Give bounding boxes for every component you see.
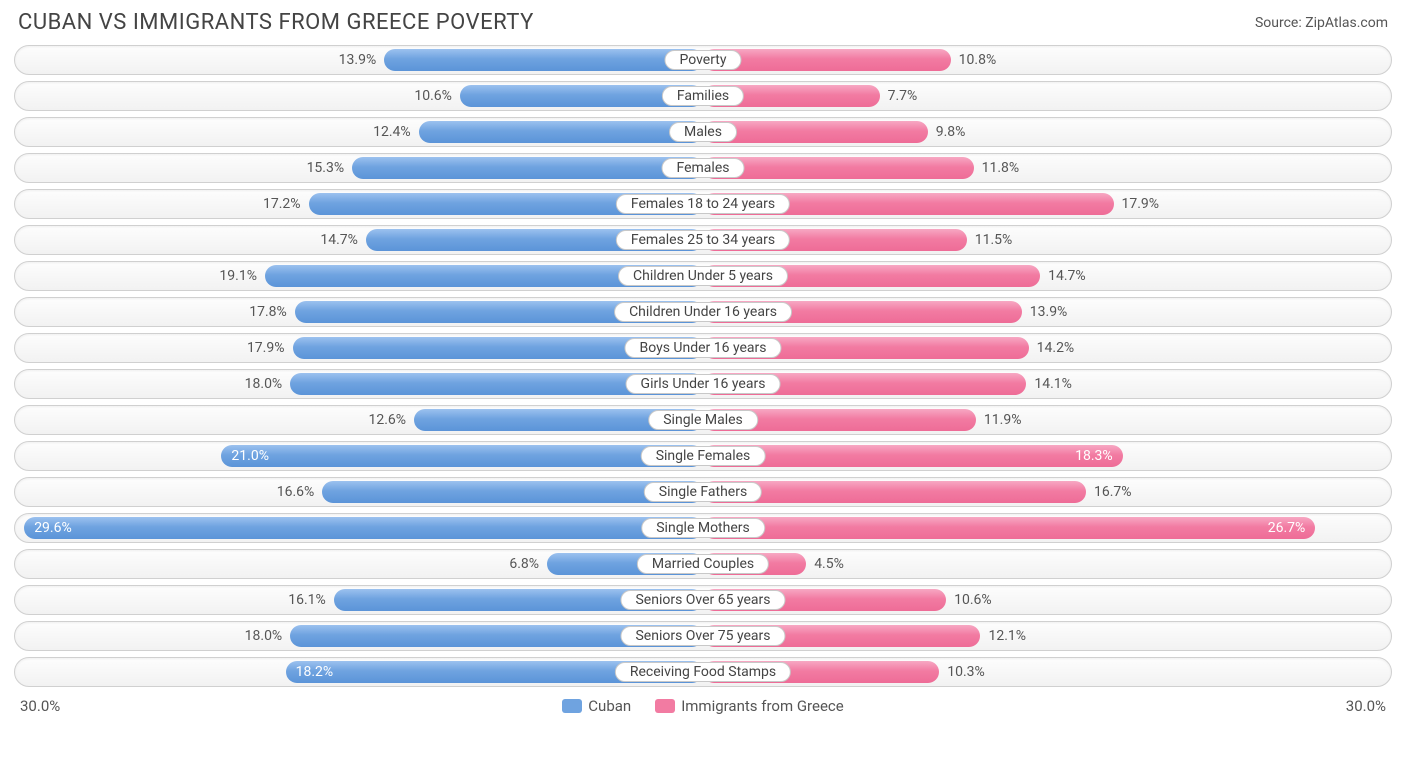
chart-title: CUBAN VS IMMIGRANTS FROM GREECE POVERTY	[18, 10, 534, 35]
chart-row: 12.4% 9.8% Males	[14, 117, 1392, 147]
chart-row: 18.2%10.3%Receiving Food Stamps	[14, 657, 1392, 687]
chart-row: 12.6% 11.9% Single Males	[14, 405, 1392, 435]
legend-item-greece: Immigrants from Greece	[655, 697, 844, 715]
bar-cuban	[384, 49, 703, 71]
value-cuban: 10.6%	[414, 82, 460, 110]
category-label: Females 25 to 34 years	[616, 230, 790, 250]
category-label: Single Fathers	[644, 482, 762, 502]
value-cuban: 12.6%	[368, 406, 414, 434]
value-greece: 9.8%	[928, 118, 966, 146]
value-greece: 7.7%	[880, 82, 918, 110]
chart-header: CUBAN VS IMMIGRANTS FROM GREECE POVERTY …	[14, 10, 1392, 45]
value-cuban: 14.7%	[320, 226, 366, 254]
chart-row: 13.9% 10.8% Poverty	[14, 45, 1392, 75]
chart-row: 29.6%26.7%Single Mothers	[14, 513, 1392, 543]
value-greece: 4.5%	[806, 550, 844, 578]
category-label: Single Males	[648, 410, 758, 430]
chart-row: 18.0% 12.1% Seniors Over 75 years	[14, 621, 1392, 651]
value-greece: 14.1%	[1026, 370, 1072, 398]
axis-max-right: 30.0%	[1346, 697, 1386, 715]
category-label: Families	[662, 86, 744, 106]
value-greece: 14.7%	[1040, 262, 1086, 290]
chart-row: 19.1% 14.7% Children Under 5 years	[14, 261, 1392, 291]
value-cuban: 13.9%	[339, 46, 385, 74]
legend-swatch-cuban	[562, 699, 582, 713]
chart-row: 17.9% 14.2% Boys Under 16 years	[14, 333, 1392, 363]
category-label: Boys Under 16 years	[624, 338, 781, 358]
legend-swatch-greece	[655, 699, 675, 713]
bar-cuban	[352, 157, 703, 179]
chart-row: 18.0% 14.1% Girls Under 16 years	[14, 369, 1392, 399]
chart-row: 6.8% 4.5% Married Couples	[14, 549, 1392, 579]
legend-item-cuban: Cuban	[562, 697, 631, 715]
value-cuban: 19.1%	[219, 262, 265, 290]
category-label: Females	[662, 158, 745, 178]
category-label: Females 18 to 24 years	[616, 194, 790, 214]
category-label: Single Mothers	[641, 518, 765, 538]
value-cuban: 12.4%	[373, 118, 419, 146]
value-cuban: 17.9%	[247, 334, 293, 362]
category-label: Girls Under 16 years	[626, 374, 781, 394]
value-cuban: 18.0%	[245, 622, 291, 650]
value-greece: 10.6%	[946, 586, 992, 614]
category-label: Children Under 5 years	[618, 266, 788, 286]
chart-row: 16.6% 16.7% Single Fathers	[14, 477, 1392, 507]
chart-footer: 30.0% Cuban Immigrants from Greece 30.0%	[14, 693, 1392, 715]
value-greece: 11.9%	[976, 406, 1022, 434]
value-greece: 10.8%	[951, 46, 997, 74]
legend-label-cuban: Cuban	[588, 697, 631, 715]
value-cuban: 29.6%	[24, 514, 703, 542]
value-cuban: 21.0%	[221, 442, 703, 470]
value-greece: 18.3%	[703, 442, 1123, 470]
chart-row: 21.0%18.3%Single Females	[14, 441, 1392, 471]
chart-row: 14.7% 11.5% Females 25 to 34 years	[14, 225, 1392, 255]
category-label: Seniors Over 75 years	[620, 626, 785, 646]
value-cuban: 17.8%	[249, 298, 295, 326]
value-greece: 17.9%	[1114, 190, 1160, 218]
value-greece: 11.8%	[974, 154, 1020, 182]
category-label: Poverty	[664, 50, 741, 70]
category-label: Seniors Over 65 years	[620, 590, 785, 610]
category-label: Children Under 16 years	[614, 302, 792, 322]
value-greece: 10.3%	[939, 658, 985, 686]
category-label: Males	[669, 122, 737, 142]
category-label: Receiving Food Stamps	[615, 662, 791, 682]
chart-row: 16.1% 10.6% Seniors Over 65 years	[14, 585, 1392, 615]
value-greece: 16.7%	[1086, 478, 1132, 506]
chart-row: 17.2% 17.9% Females 18 to 24 years	[14, 189, 1392, 219]
diverging-bar-chart: 13.9% 10.8% Poverty 10.6% 7.7% Families 12.4% 9…	[14, 45, 1392, 687]
value-cuban: 6.8%	[509, 550, 547, 578]
value-greece: 11.5%	[967, 226, 1013, 254]
chart-row: 15.3% 11.8% Females	[14, 153, 1392, 183]
legend: Cuban Immigrants from Greece	[562, 697, 843, 715]
value-greece: 26.7%	[703, 514, 1315, 542]
category-label: Married Couples	[637, 554, 769, 574]
value-cuban: 15.3%	[307, 154, 353, 182]
category-label: Single Females	[641, 446, 766, 466]
chart-row: 10.6% 7.7% Families	[14, 81, 1392, 111]
value-greece: 14.2%	[1029, 334, 1075, 362]
value-cuban: 16.1%	[288, 586, 334, 614]
value-cuban: 16.6%	[277, 478, 323, 506]
axis-max-left: 30.0%	[20, 697, 60, 715]
legend-label-greece: Immigrants from Greece	[681, 697, 844, 715]
chart-source: Source: ZipAtlas.com	[1255, 15, 1388, 31]
value-greece: 12.1%	[980, 622, 1026, 650]
value-greece: 13.9%	[1022, 298, 1068, 326]
value-cuban: 18.0%	[245, 370, 291, 398]
value-cuban: 17.2%	[263, 190, 309, 218]
chart-row: 17.8% 13.9% Children Under 16 years	[14, 297, 1392, 327]
bar-cuban	[419, 121, 703, 143]
